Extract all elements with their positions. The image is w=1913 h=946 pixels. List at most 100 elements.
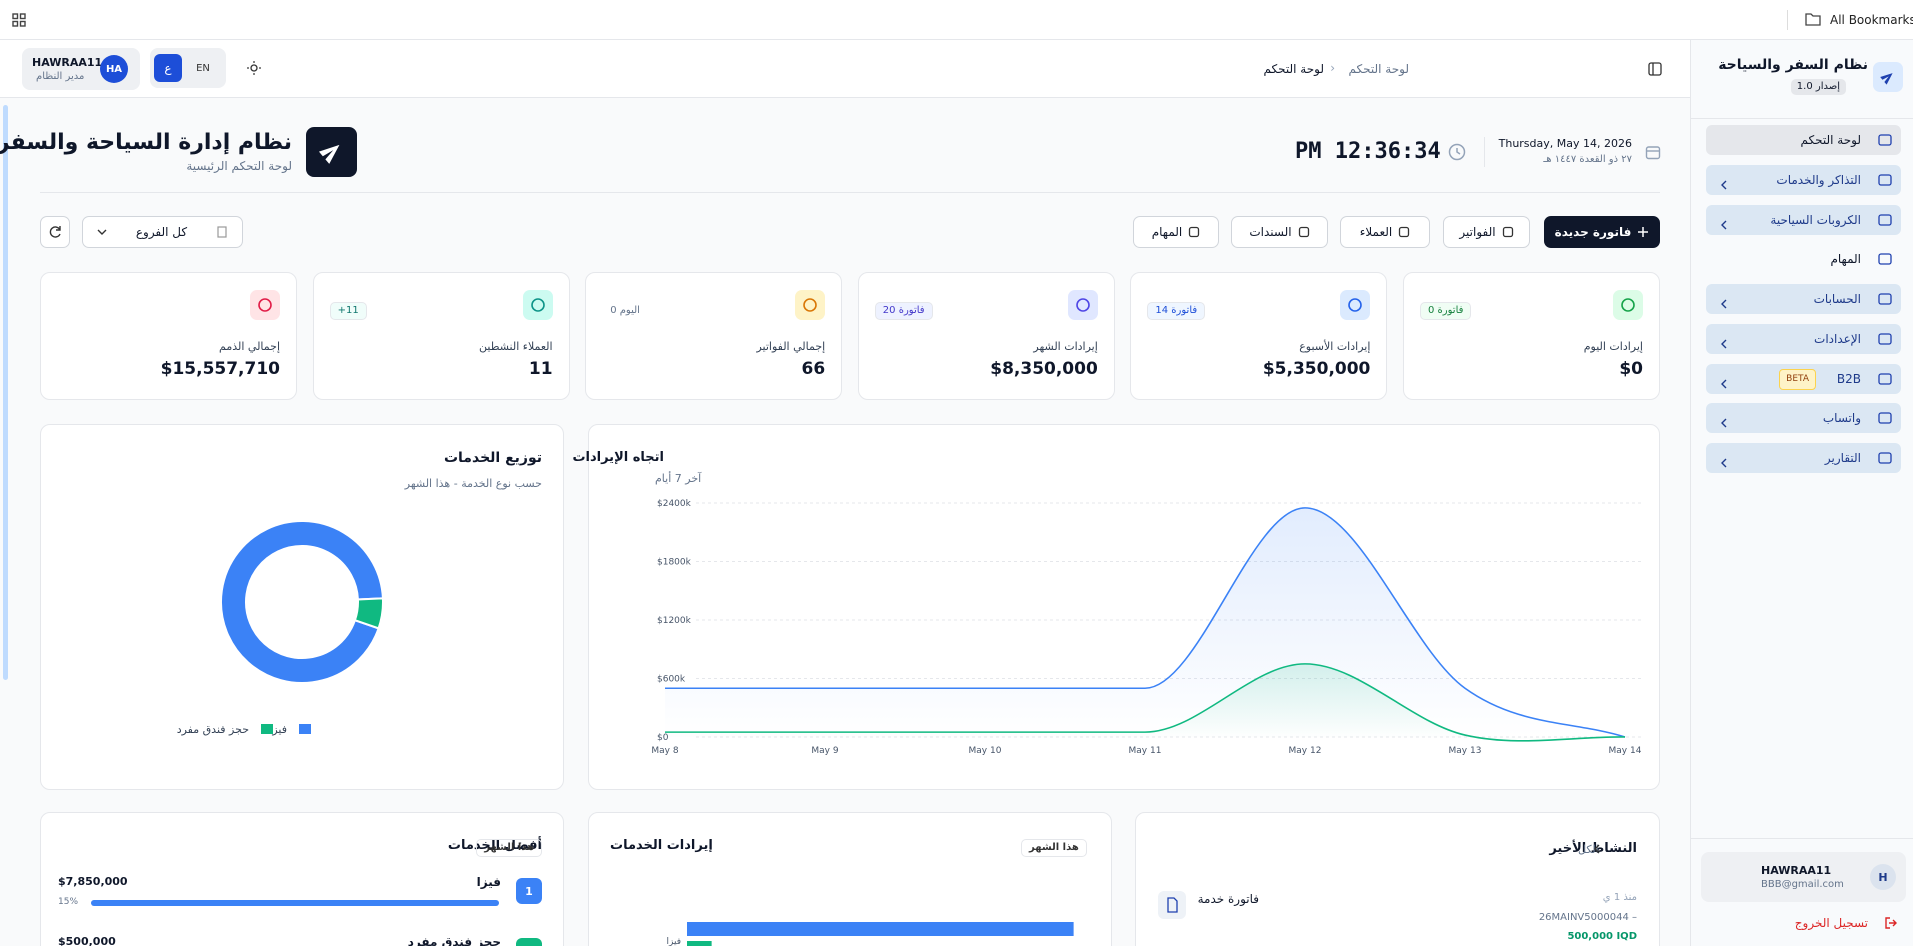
browser-bar: All Bookmarks	[0, 0, 1913, 40]
separator	[1484, 137, 1485, 167]
date: Thursday, May 14, 2026	[1498, 137, 1632, 150]
x-tick-label: May 14	[1609, 746, 1642, 756]
legend-label: حجز فندق مفرد	[177, 723, 249, 736]
logout[interactable]: تسجيل الخروج	[1794, 916, 1868, 930]
lang-en[interactable]: EN	[196, 62, 210, 74]
lang-toggle: ع EN	[150, 48, 226, 88]
action-button[interactable]: العملاء	[1340, 216, 1430, 248]
nav-item[interactable]: التقارير	[1706, 443, 1901, 473]
nav-item[interactable]: واتساب	[1706, 403, 1901, 434]
user-card[interactable]: H HAWRAA11 BBB@gmail.com	[1701, 852, 1906, 902]
nav-item[interactable]: الحسابات	[1706, 284, 1901, 314]
apps-icon[interactable]	[12, 13, 26, 27]
chevron-box	[1720, 215, 1728, 229]
sidebar-toggle[interactable]	[1648, 62, 1662, 76]
logout-icon[interactable]	[1884, 916, 1898, 930]
x-tick-label: May 13	[1449, 746, 1482, 756]
stat-badge: 0 اليوم	[602, 302, 648, 320]
user-name: HAWRAA11	[1761, 864, 1832, 877]
chevron	[1721, 418, 1727, 428]
line	[665, 507, 1626, 738]
lang-ar[interactable]: ع	[154, 54, 182, 82]
stat-card: 20 فاتورة إيرادات الشهر $8,350,000	[857, 272, 1115, 400]
icon	[530, 298, 545, 312]
branch-select[interactable]: كل الفروع	[82, 216, 243, 248]
icon-shape	[803, 298, 817, 312]
theme-icon[interactable]	[247, 61, 261, 75]
icon-shape	[1298, 226, 1309, 238]
refresh-button[interactable]	[40, 216, 70, 248]
action-icon	[1638, 227, 1649, 237]
scrollbar[interactable]	[3, 105, 8, 680]
nav-icon	[1878, 333, 1892, 345]
chevron[interactable]	[1593, 844, 1601, 854]
breadcrumb-sep: ›	[1330, 61, 1335, 75]
services-card: توزيع الخدمات حسب نوع الخدمة - هذا الشهر…	[40, 424, 564, 790]
action-button[interactable]: المهام	[1133, 216, 1219, 248]
nav-label: الكروبات السياحية	[1770, 212, 1861, 227]
stat-label: إيرادات اليوم	[1583, 340, 1643, 353]
nav-label: لوحة التحكم	[1800, 133, 1862, 147]
y-tick-label: $600k	[657, 675, 686, 685]
nav-icon-box	[1877, 410, 1893, 426]
nav-label: المهام	[1830, 252, 1861, 267]
folder-icon	[1805, 13, 1821, 26]
activity-time: منذ 1 ي	[1602, 892, 1637, 903]
rank-badge	[516, 938, 542, 946]
clock: PM 12:36:34	[1295, 139, 1441, 164]
y-tick-label: $2400k	[657, 499, 692, 509]
stat-value: 11	[528, 359, 553, 379]
progress-fill	[91, 900, 499, 906]
stat-label: إجمالي الفواتير	[756, 340, 826, 353]
stat-icon	[1340, 290, 1371, 320]
nav-item[interactable]: التذاكر والخدمات	[1706, 164, 1901, 195]
nav-item[interactable]: الإعدادات	[1706, 323, 1901, 354]
service-share: 15%	[58, 897, 79, 907]
action-icon	[1502, 226, 1513, 238]
chevron	[1721, 379, 1727, 388]
card-title: إيرادات الخدمات	[610, 838, 713, 853]
pie-slice	[353, 597, 384, 630]
nav-item[interactable]: B2B BETA	[1706, 363, 1901, 394]
nav-icon	[1878, 174, 1892, 186]
progress-track	[91, 900, 499, 906]
icon	[1075, 298, 1090, 312]
pie-chart: فيزا حجز فندق مفرد	[177, 520, 384, 736]
user-name: HAWRAA11	[32, 56, 103, 69]
icon-shape	[1878, 372, 1892, 385]
icon	[803, 298, 817, 312]
nav-icon-box	[1877, 172, 1893, 188]
nav-item[interactable]: لوحة التحكم	[1706, 125, 1901, 155]
action-button[interactable]: الفواتير	[1443, 216, 1530, 248]
stat-card: 14 فاتورة إيرادات الأسبوع $5,350,000	[1130, 272, 1388, 400]
nav-icon-box	[1877, 331, 1893, 347]
chevron-box	[1720, 175, 1728, 190]
header-user[interactable]: HAWRAA11 مدير النظام HA	[22, 48, 140, 90]
activity-amount: 500,000 IQD	[1567, 931, 1637, 942]
chevron-box	[1720, 453, 1728, 468]
icon-shape	[1621, 298, 1635, 312]
breadcrumb-root[interactable]: لوحة التحكم	[1348, 62, 1410, 76]
nav-icon-box	[1877, 212, 1893, 228]
stat-value: $5,350,000	[1262, 359, 1371, 379]
activity-icon	[1158, 891, 1186, 919]
banner-title: نظام إدارة السياحة والسفر	[0, 130, 292, 155]
version: إصدار 1.0	[1790, 79, 1846, 95]
action-button[interactable]: فاتورة جديدة	[1544, 216, 1660, 248]
stat-label: إيرادات الأسبوع	[1299, 340, 1371, 353]
action-button[interactable]: السندات	[1231, 216, 1328, 248]
nav-icon-box	[1877, 371, 1893, 387]
icon-shape	[1502, 226, 1513, 238]
period-badge: هذا الشهر	[1021, 839, 1087, 857]
nav-item[interactable]: الكروبات السياحية	[1706, 204, 1901, 235]
bookmarks[interactable]: All Bookmarks	[1830, 13, 1913, 27]
view-all[interactable]: الكل	[1578, 843, 1599, 856]
stat-icon	[522, 290, 553, 320]
user-email: BBB@gmail.com	[1761, 879, 1844, 890]
beta-badge: BETA	[1779, 368, 1816, 390]
nav-item[interactable]: المهام	[1706, 244, 1901, 274]
icon-shape	[1189, 226, 1200, 238]
x-tick-label: May 11	[1129, 746, 1162, 756]
divider	[1691, 118, 1913, 119]
stat-icon	[795, 290, 826, 320]
